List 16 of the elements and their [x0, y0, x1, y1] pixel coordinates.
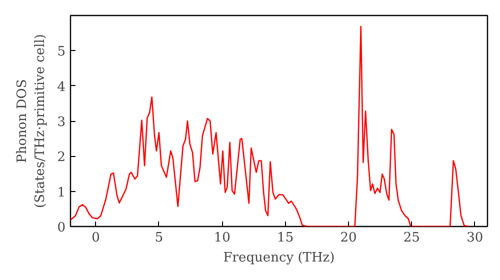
x-tick-label: 15 — [277, 230, 294, 246]
x-tick-label: 10 — [214, 230, 230, 246]
line-series — [70, 26, 470, 226]
y-tick-label: 4 — [57, 80, 66, 95]
x-tick-label: 30 — [466, 230, 484, 246]
y-tick-label: 2 — [57, 150, 66, 166]
y-axis-title: Phonon DOS (States/THz·primitive cell) — [15, 34, 48, 208]
x-axis-title: Frequency (THz) — [223, 250, 335, 266]
y-tick-label: 3 — [57, 115, 66, 130]
y-tick-label: 5 — [57, 44, 66, 60]
x-tick-label: 25 — [403, 230, 420, 246]
x-tick-label: 5 — [154, 230, 164, 246]
x-tick-label: 0 — [92, 230, 100, 246]
y-tick-label: 1 — [57, 185, 66, 200]
y-tick-label: 0 — [57, 220, 66, 236]
x-tick-label: 20 — [340, 230, 357, 246]
